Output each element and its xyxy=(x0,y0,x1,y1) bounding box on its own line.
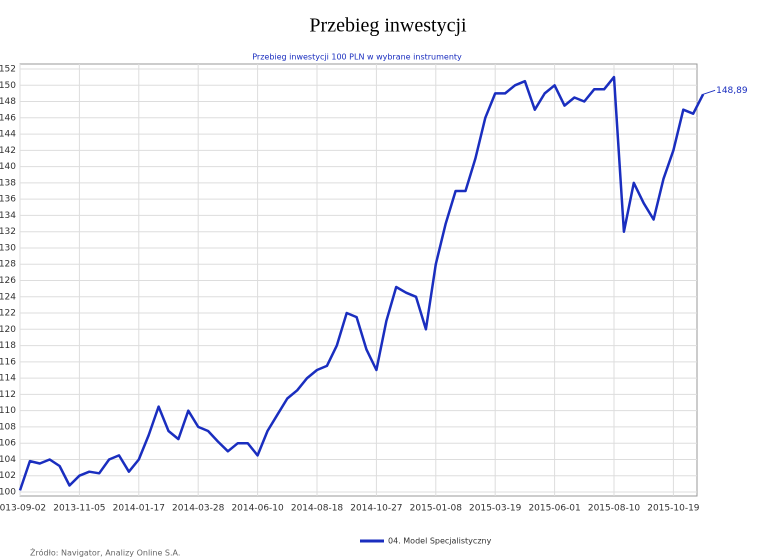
y-tick-label: 128 xyxy=(0,260,16,270)
x-tick-label: 2014-03-28 xyxy=(172,504,225,514)
y-tick-label: 138 xyxy=(0,178,16,188)
y-tick-label: 114 xyxy=(0,374,16,384)
value-label-leader xyxy=(702,89,716,95)
y-tick-label: 148 xyxy=(0,97,16,107)
y-tick-label: 122 xyxy=(0,309,16,319)
y-tick-label: 130 xyxy=(0,243,16,253)
x-tick-label: 2014-01-17 xyxy=(113,504,165,514)
legend-label: 04. Model Specjalistyczny xyxy=(388,537,492,546)
y-tick-label: 146 xyxy=(0,113,16,123)
y-tick-label: 132 xyxy=(0,227,16,237)
y-tick-label: 104 xyxy=(0,455,16,465)
y-tick-label: 150 xyxy=(0,81,16,91)
x-tick-label: 2014-08-18 xyxy=(291,504,344,514)
y-tick-label: 152 xyxy=(0,65,16,75)
source: Źródło: Navigator, Analizy Online S.A. xyxy=(30,547,180,558)
y-tick-label: 112 xyxy=(0,390,16,400)
x-tick-label: 2014-10-27 xyxy=(350,504,402,514)
y-tick-label: 124 xyxy=(0,292,16,302)
y-tick-label: 100 xyxy=(0,488,16,498)
y-tick-label: 106 xyxy=(0,439,16,449)
y-tick-label: 140 xyxy=(0,162,16,172)
y-tick-label: 144 xyxy=(0,130,16,140)
x-tick-label: 2015-01-08 xyxy=(410,504,463,514)
x-tick-label: 2015-08-10 xyxy=(588,504,641,514)
y-tick-label: 102 xyxy=(0,471,16,481)
y-tick-label: 110 xyxy=(0,406,16,416)
chart-subtitle: Przebieg inwestycji 100 PLN w wybrane in… xyxy=(252,53,462,62)
value-label: 148,89 xyxy=(716,86,748,96)
chart-title: Przebieg inwestycji xyxy=(309,15,467,37)
x-tick-label: 2014-06-10 xyxy=(231,504,284,514)
x-tick-label: 2013-09-02 xyxy=(0,504,46,514)
x-tick-label: 2015-06-01 xyxy=(528,504,580,514)
y-tick-label: 142 xyxy=(0,146,16,156)
x-tick-label: 2015-03-19 xyxy=(469,504,522,514)
y-tick-label: 108 xyxy=(0,422,16,432)
x-tick-label: 2015-10-19 xyxy=(647,504,700,514)
y-tick-label: 120 xyxy=(0,325,16,335)
series-line xyxy=(18,75,705,491)
y-tick-label: 118 xyxy=(0,341,16,351)
y-tick-label: 116 xyxy=(0,357,16,367)
y-tick-label: 126 xyxy=(0,276,16,286)
y-tick-label: 136 xyxy=(0,195,16,205)
x-tick-label: 2013-11-05 xyxy=(53,504,105,514)
y-tick-label: 134 xyxy=(0,211,16,221)
